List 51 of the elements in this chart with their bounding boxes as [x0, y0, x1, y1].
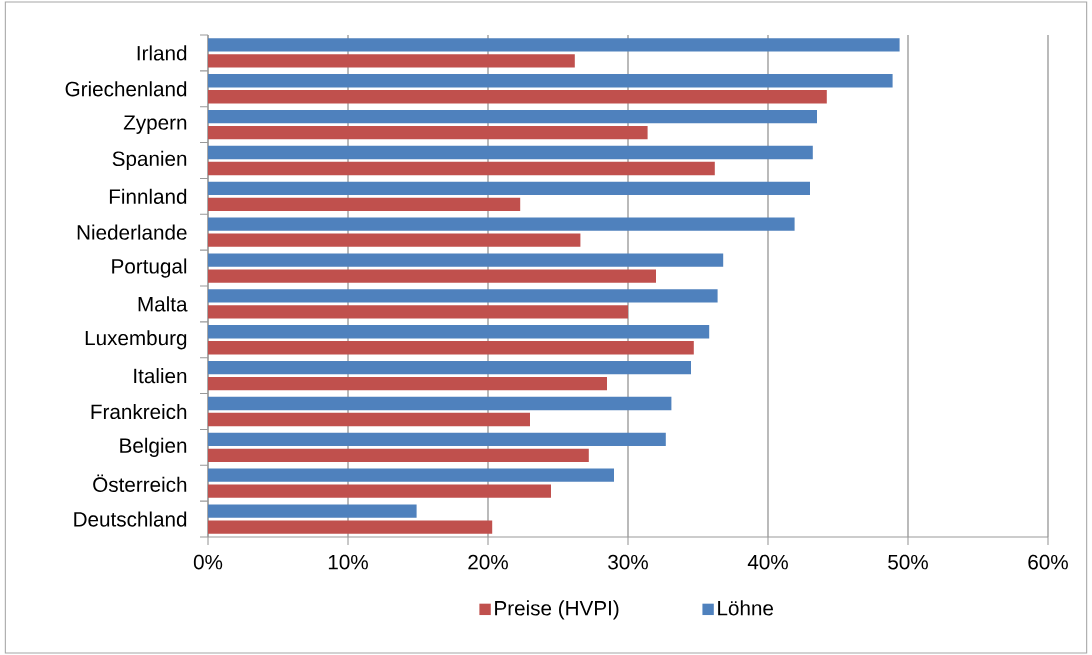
legend-label: Löhne	[718, 600, 774, 616]
y-tick-label: Italien	[134, 368, 187, 384]
y-tick-label: Malta	[138, 296, 188, 312]
bar	[208, 74, 893, 88]
bar	[208, 396, 672, 411]
bar	[208, 181, 810, 196]
y-tick-label: Portugal	[112, 258, 187, 278]
y-tick-label: Österreich	[93, 474, 187, 492]
bar	[208, 325, 710, 339]
bar	[208, 233, 581, 247]
bar	[208, 360, 691, 375]
bar	[208, 125, 648, 140]
bar	[208, 253, 724, 267]
bar	[208, 468, 614, 482]
bar	[208, 305, 628, 319]
x-tick-label: 30%	[608, 554, 648, 570]
bar	[208, 432, 666, 447]
bar	[208, 38, 900, 52]
x-tick-label: 60%	[1028, 554, 1068, 570]
bar	[208, 161, 715, 176]
bar	[208, 269, 656, 283]
bar	[208, 412, 530, 427]
bar	[208, 54, 575, 68]
bar	[208, 90, 827, 104]
bar	[208, 376, 607, 391]
bar	[208, 448, 589, 463]
bar	[208, 341, 694, 355]
y-tick-label: Finnland	[109, 188, 187, 204]
y-tick-label: Frankreich	[91, 403, 187, 420]
y-tick-label: Zypern	[123, 115, 187, 134]
legend-label: Preise (HVPI)	[495, 600, 619, 620]
y-tick-label: Griechenland	[65, 81, 187, 97]
x-tick-label: 0%	[193, 554, 223, 570]
bar	[208, 289, 718, 303]
bar	[208, 520, 493, 534]
x-tick-label: 10%	[328, 554, 368, 570]
y-tick-label: Niederlande	[77, 224, 187, 240]
y-tick-label: Belgien	[120, 437, 187, 457]
bar	[208, 145, 813, 160]
x-tick-label: 50%	[888, 554, 928, 570]
y-tick-label: Irland	[137, 45, 187, 61]
bar	[208, 504, 417, 518]
bar	[208, 484, 551, 498]
x-tick-label: 20%	[468, 554, 508, 570]
bar	[208, 217, 795, 231]
y-tick-label: Deutschland	[74, 511, 187, 527]
y-tick-label: Spanien	[112, 150, 187, 171]
bar	[208, 197, 521, 212]
x-tick-label: 40%	[747, 554, 788, 570]
y-tick-label: Luxemburg	[85, 330, 187, 350]
bar	[208, 109, 817, 124]
